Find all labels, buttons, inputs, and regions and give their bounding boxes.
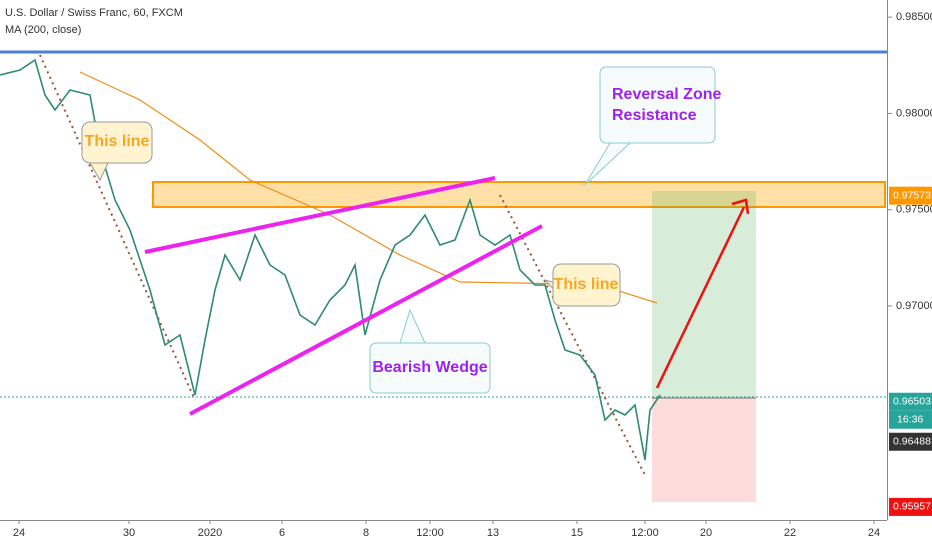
price-tag: [889, 497, 932, 516]
callout-tail: [584, 142, 631, 186]
callout-text: Resistance: [612, 107, 697, 124]
callout-box: [552, 263, 621, 307]
x-tick-label: 20: [700, 527, 712, 539]
countdown-label: 16:36: [897, 414, 923, 426]
callout-text: Reversal Zone: [612, 86, 721, 103]
x-tick-label: 24: [13, 527, 25, 539]
x-tick-label: 12:00: [416, 527, 444, 539]
y-tick-label: 0.97000: [896, 300, 932, 312]
arrow-head: [731, 198, 750, 215]
projection-arrow: [655, 206, 746, 389]
symbol-title: U.S. Dollar / Swiss Franc, 60, FXCM: [5, 7, 183, 19]
x-tick-label: 6: [279, 527, 285, 539]
resistance-zone: [152, 181, 886, 208]
x-tick-label: 12:00: [631, 527, 659, 539]
x-tick-label: 13: [487, 527, 499, 539]
price-tag: [889, 186, 932, 205]
indicator-label: MA (200, close): [5, 24, 81, 36]
countdown-tag: [889, 410, 932, 429]
callout-box: [81, 121, 153, 164]
callout-box: [369, 342, 491, 394]
x-tick-label: 15: [571, 527, 583, 539]
y-tick-label: 0.97500: [896, 204, 932, 216]
wedge-upper: [144, 176, 496, 254]
price-tag-label: 0.96503: [893, 396, 931, 408]
callout-text: This line: [554, 276, 619, 293]
callout-box: [599, 66, 716, 144]
x-tick-label: 2020: [198, 527, 222, 539]
callout-tail: [89, 162, 109, 182]
x-tick-label: 22: [784, 527, 796, 539]
trend-dots: [499, 194, 646, 476]
price-tag-label: 0.97573: [893, 189, 931, 201]
callout-tail: [399, 308, 426, 344]
callout-text: This line: [85, 133, 150, 150]
price-line: [0, 58, 661, 461]
price-tag: [889, 392, 932, 411]
x-tick-label: 8: [363, 527, 369, 539]
x-tick-label: 24: [868, 527, 880, 539]
price-tag-label: 0.96488: [893, 436, 931, 448]
y-tick-label: 0.98000: [896, 107, 932, 119]
price-tag: [889, 432, 932, 451]
stop-zone: [652, 398, 756, 502]
x-tick-label: 30: [123, 527, 135, 539]
callout-text: Bearish Wedge: [372, 359, 487, 376]
y-tick-label: 0.98500: [896, 11, 932, 23]
wedge-lower: [189, 224, 543, 416]
price-tag-label: 0.95957: [893, 501, 931, 513]
